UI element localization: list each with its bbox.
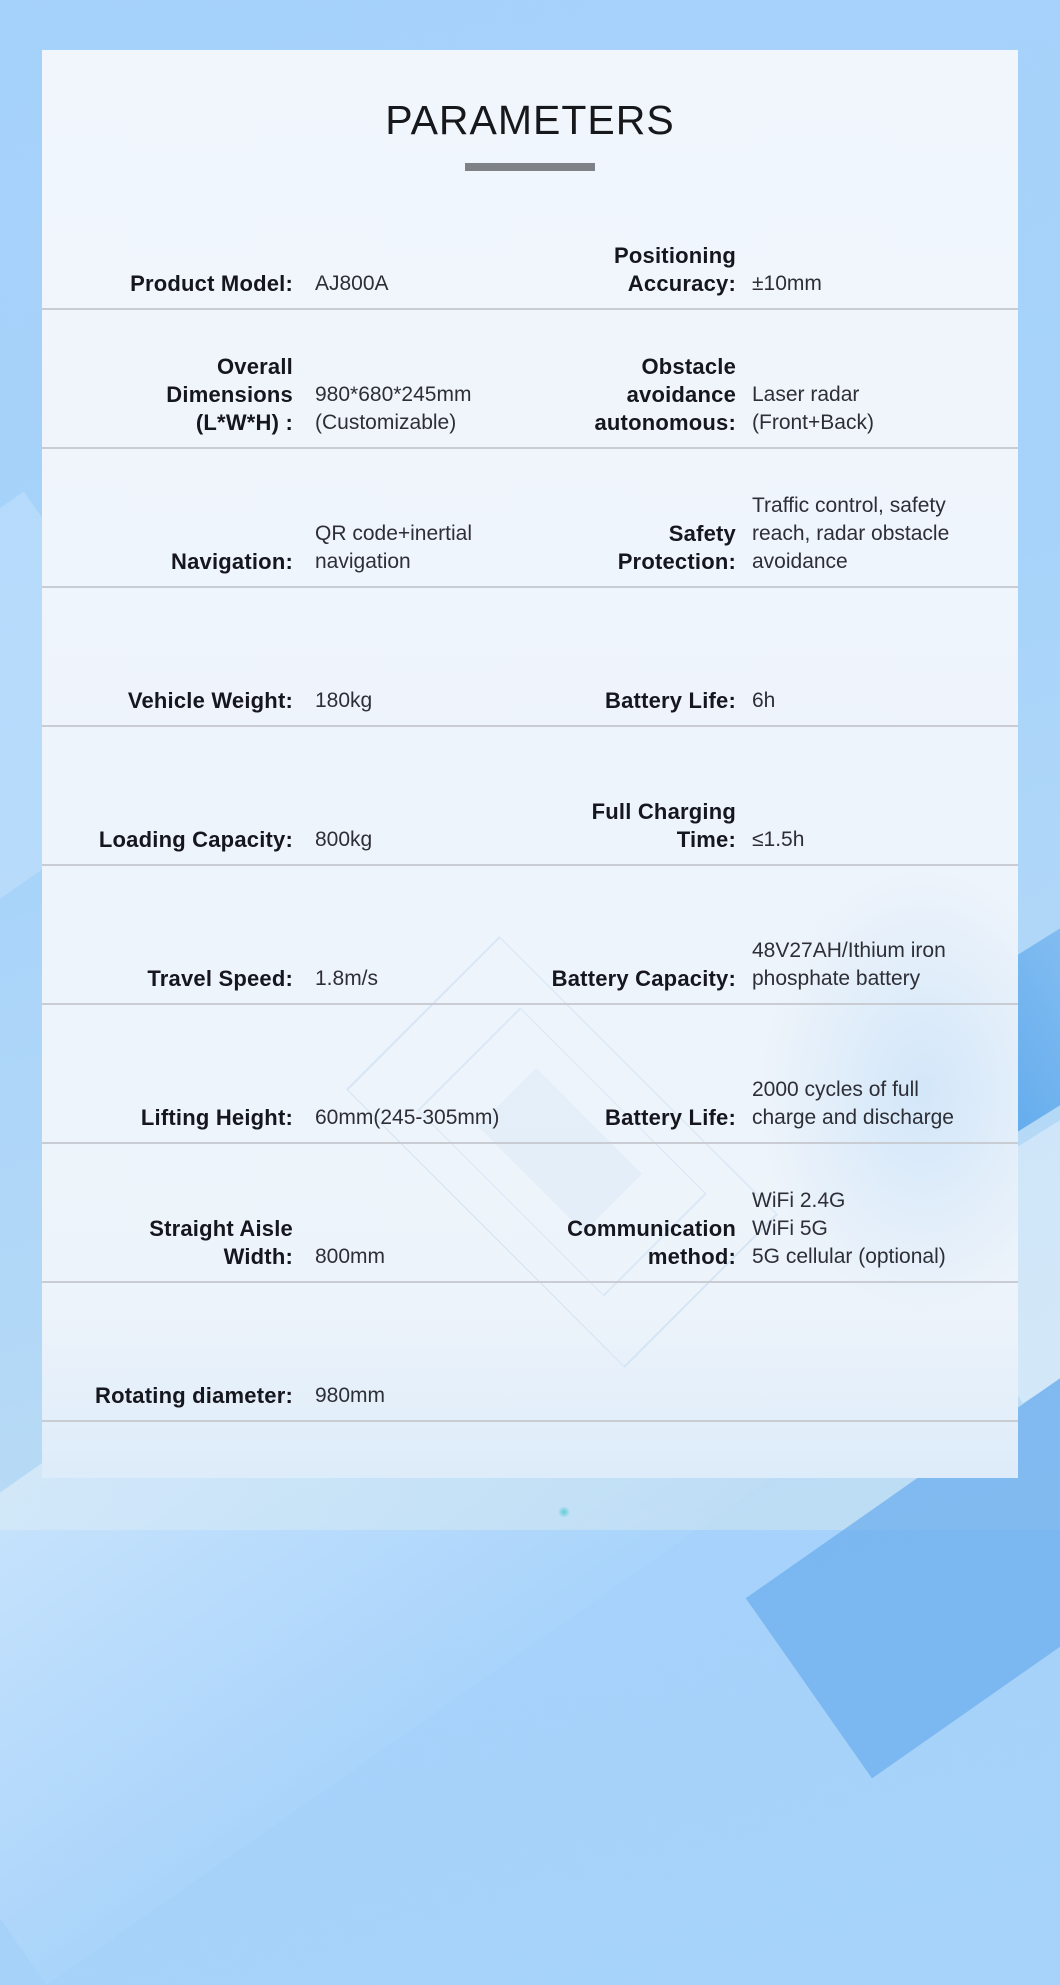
- spec-value-text: ≤1.5h: [752, 828, 805, 851]
- spec-value-text: 980*680*245mm (Customizable): [315, 383, 472, 434]
- spec-label-text: Navigation:: [171, 549, 293, 574]
- spec-label-text: Battery Capacity:: [551, 966, 736, 991]
- spec-value-text: 6h: [752, 689, 776, 712]
- spec-label-left: Vehicle Weight:: [64, 687, 293, 715]
- spec-value-right: ±10mm: [736, 270, 995, 298]
- spec-value-right: WiFi 2.4G WiFi 5G 5G cellular (optional): [736, 1187, 995, 1271]
- spec-label-right: Positioning Accuracy:: [519, 242, 736, 298]
- spec-row: Rotating diameter: 980mm: [42, 1283, 1018, 1422]
- spec-label-right: Safety Protection:: [519, 520, 736, 576]
- spec-label-right: Communication method:: [519, 1215, 736, 1271]
- spec-label-text: Positioning Accuracy:: [614, 243, 736, 296]
- spec-table: Product Model: AJ800A Positioning Accura…: [42, 176, 1018, 1422]
- spec-value-right: ≤1.5h: [736, 826, 995, 854]
- spec-row: Lifting Height: 60mm(245-305mm) Battery …: [42, 1005, 1018, 1144]
- spec-value-text: 2000 cycles of full charge and discharge: [752, 1078, 954, 1129]
- spec-label-right: Battery Capacity:: [519, 965, 736, 993]
- spec-value-left: 800mm: [293, 1243, 519, 1271]
- spec-label-left: Lifting Height:: [64, 1104, 293, 1132]
- spec-value-left: 1.8m/s: [293, 965, 519, 993]
- page-title: PARAMETERS: [385, 97, 675, 143]
- teal-accent-dot: [558, 1506, 570, 1518]
- spec-row: Straight Aisle Width: 800mm Communicatio…: [42, 1144, 1018, 1283]
- spec-value-right: 6h: [736, 687, 995, 715]
- spec-label-text: Straight Aisle Width:: [149, 1216, 293, 1269]
- spec-card: PARAMETERS Product Model: AJ800A Positio…: [42, 50, 1018, 1478]
- spec-label-right: Battery Life:: [519, 687, 736, 715]
- spec-label-left: Loading Capacity:: [64, 826, 293, 854]
- spec-value-right: Traffic control, safety reach, radar obs…: [736, 492, 995, 576]
- spec-value-left: 60mm(245-305mm): [293, 1104, 519, 1132]
- title-underline: [465, 163, 595, 171]
- spec-value-text: WiFi 2.4G WiFi 5G 5G cellular (optional): [752, 1189, 946, 1268]
- spec-label-left: Straight Aisle Width:: [64, 1215, 293, 1271]
- spec-value-left: QR code+inertial navigation: [293, 520, 519, 576]
- spec-value-text: Traffic control, safety reach, radar obs…: [752, 494, 950, 573]
- spec-value-left: 980*680*245mm (Customizable): [293, 381, 519, 437]
- spec-value-text: AJ800A: [315, 272, 389, 295]
- spec-value-text: 1.8m/s: [315, 967, 379, 990]
- spec-label-left: Product Model:: [64, 270, 293, 298]
- spec-label-text: Lifting Height:: [140, 1105, 293, 1130]
- spec-label-right: Battery Life:: [519, 1104, 736, 1132]
- spec-label-text: Product Model:: [130, 271, 293, 296]
- spec-label-left: Travel Speed:: [64, 965, 293, 993]
- spec-value-text: 980mm: [315, 1384, 386, 1407]
- spec-label-text: Obstacle avoidance autonomous:: [594, 354, 736, 435]
- spec-label-text: Loading Capacity:: [98, 827, 293, 852]
- spec-row: Vehicle Weight: 180kg Battery Life: 6h: [42, 588, 1018, 727]
- spec-label-left: Rotating diameter:: [64, 1382, 293, 1410]
- spec-label-text: Battery Life:: [605, 1105, 736, 1130]
- spec-label-left: Navigation:: [64, 548, 293, 576]
- spec-row: Navigation: QR code+inertial navigation …: [42, 449, 1018, 588]
- spec-value-text: 180kg: [315, 689, 373, 712]
- spec-row: Overall Dimensions (L*W*H) : 980*680*245…: [42, 310, 1018, 449]
- spec-value-left: AJ800A: [293, 270, 519, 298]
- spec-label-text: Full Charging Time:: [591, 799, 736, 852]
- spec-value-text: 800kg: [315, 828, 373, 851]
- spec-value-right: 48V27AH/Ithium iron phosphate battery: [736, 937, 995, 993]
- spec-label-text: Travel Speed:: [147, 966, 293, 991]
- spec-value-right: 2000 cycles of full charge and discharge: [736, 1076, 995, 1132]
- spec-value-left: 180kg: [293, 687, 519, 715]
- spec-value-text: ±10mm: [752, 272, 822, 295]
- title-section: PARAMETERS: [42, 50, 1018, 171]
- spec-label-text: Communication method:: [567, 1216, 736, 1269]
- spec-label-text: Vehicle Weight:: [127, 688, 293, 713]
- spec-value-text: 800mm: [315, 1245, 386, 1268]
- spec-label-text: Overall Dimensions (L*W*H) :: [166, 354, 293, 435]
- spec-label-text: Rotating diameter:: [95, 1383, 293, 1408]
- spec-value-left: 800kg: [293, 826, 519, 854]
- spec-row: Travel Speed: 1.8m/s Battery Capacity: 4…: [42, 866, 1018, 1005]
- spec-value-right: Laser radar (Front+Back): [736, 381, 995, 437]
- spec-label-left: Overall Dimensions (L*W*H) :: [64, 353, 293, 437]
- spec-row: Product Model: AJ800A Positioning Accura…: [42, 176, 1018, 310]
- spec-label-text: Battery Life:: [605, 688, 736, 713]
- spec-value-text: 60mm(245-305mm): [315, 1106, 500, 1129]
- spec-label-text: Safety Protection:: [617, 521, 736, 574]
- spec-value-left: 980mm: [293, 1382, 519, 1410]
- spec-label-right: Full Charging Time:: [519, 798, 736, 854]
- spec-value-text: QR code+inertial navigation: [315, 522, 472, 573]
- spec-row: Loading Capacity: 800kg Full Charging Ti…: [42, 727, 1018, 866]
- spec-value-text: 48V27AH/Ithium iron phosphate battery: [752, 939, 946, 990]
- spec-value-text: Laser radar (Front+Back): [752, 383, 874, 434]
- spec-label-right: Obstacle avoidance autonomous:: [519, 353, 736, 437]
